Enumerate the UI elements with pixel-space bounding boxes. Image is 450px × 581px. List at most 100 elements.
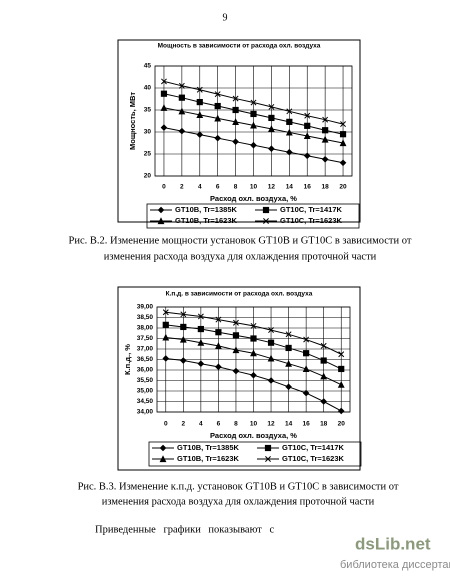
marker <box>286 108 293 115</box>
legend-marker <box>157 206 165 214</box>
marker <box>160 104 168 111</box>
watermark-tagline: библиотека диссертаций <box>340 559 450 571</box>
marker <box>178 127 186 135</box>
y-tick-label: 39,00 <box>137 304 154 311</box>
y-tick-label: 30 <box>144 129 152 136</box>
y-tick-label: 38,50 <box>137 314 154 321</box>
marker <box>232 138 239 145</box>
marker <box>215 363 222 371</box>
marker <box>250 141 257 149</box>
marker <box>339 159 347 167</box>
legend-label: GT10B, Tr=1385K <box>177 443 239 452</box>
x-tick-label: 4 <box>199 421 203 428</box>
marker <box>285 331 292 338</box>
marker <box>302 365 310 373</box>
marker <box>302 389 310 397</box>
marker <box>267 377 275 384</box>
marker <box>178 107 186 115</box>
y-tick-label: 20 <box>144 173 152 180</box>
legend-label: GT10C, Tr=1623K <box>282 454 344 463</box>
body-text: Приведенные графики показывают с <box>95 524 275 535</box>
marker <box>232 367 240 375</box>
x-tick-label: 14 <box>286 184 294 191</box>
marker <box>180 357 187 364</box>
marker <box>162 309 169 316</box>
marker <box>160 124 168 131</box>
marker <box>196 131 204 138</box>
legend-marker <box>263 218 269 224</box>
y-tick-label: 25 <box>144 151 152 158</box>
caption: изменения расхода воздуха для охлаждения… <box>102 496 375 507</box>
marker <box>320 357 327 364</box>
legend-marker <box>265 456 271 462</box>
x-tick-label: 16 <box>304 184 312 191</box>
x-tick-label: 20 <box>339 184 347 191</box>
chart-title: К.п.д. в зависимости от расхода охл. воз… <box>166 291 313 298</box>
marker <box>268 114 275 122</box>
marker <box>304 122 311 129</box>
legend-marker <box>159 444 167 452</box>
marker <box>233 319 239 326</box>
y-tick-label: 34,50 <box>137 398 154 405</box>
marker <box>179 335 187 343</box>
marker <box>337 380 345 388</box>
legend-marker <box>264 444 272 452</box>
y-tick-label: 40 <box>144 85 152 92</box>
marker <box>268 103 275 110</box>
plot-area <box>156 306 351 413</box>
legend-label: GT10B, Tr=1623K <box>177 454 239 463</box>
marker <box>303 152 311 160</box>
x-tick-label: 10 <box>250 184 258 191</box>
legend-box <box>146 203 360 229</box>
x-tick-label: 18 <box>320 421 328 428</box>
marker <box>340 121 346 128</box>
x-tick-label: 4 <box>198 184 202 191</box>
marker <box>214 102 221 110</box>
x-tick-label: 14 <box>285 421 293 428</box>
marker <box>178 94 185 101</box>
marker <box>250 110 257 118</box>
x-tick-label: 12 <box>267 421 275 428</box>
x-tick-label: 8 <box>234 184 238 191</box>
marker <box>162 333 170 341</box>
caption: Рис. В.3. Изменение к.п.д. установок GT1… <box>78 481 399 492</box>
marker <box>250 121 257 129</box>
legend-label: GT10C, Tr=1417K <box>280 205 342 214</box>
marker <box>160 90 168 97</box>
marker <box>285 383 292 391</box>
x-tick-label: 2 <box>180 184 184 191</box>
y-tick-label: 38,00 <box>137 325 154 332</box>
marker <box>320 398 327 405</box>
legend-marker <box>157 217 165 225</box>
y-tick-label: 34,00 <box>137 409 154 416</box>
page-number: 9 <box>223 12 228 23</box>
legend-label: GT10B, Tr=1385K <box>175 205 237 214</box>
marker <box>250 371 257 379</box>
marker <box>215 316 222 323</box>
legend-box <box>148 441 362 467</box>
y-tick-label: 37,50 <box>137 335 154 342</box>
plot-area <box>154 65 353 177</box>
marker <box>322 127 329 134</box>
marker <box>268 145 275 153</box>
x-tick-label: 10 <box>250 421 258 428</box>
x-tick-label: 6 <box>217 421 221 428</box>
marker <box>285 359 292 367</box>
y-tick-label: 35 <box>144 107 152 114</box>
x-axis-title: Расход охл. воздуха, % <box>210 194 297 203</box>
marker <box>178 82 185 89</box>
marker <box>322 116 329 123</box>
marker <box>250 99 257 106</box>
y-axis-title: К.п.д., % <box>123 344 132 375</box>
y-tick-label: 37,00 <box>137 346 154 353</box>
marker <box>232 118 239 125</box>
marker <box>162 355 170 362</box>
marker <box>285 128 293 136</box>
x-tick-label: 16 <box>303 421 311 428</box>
marker <box>320 342 327 349</box>
marker <box>267 339 275 346</box>
watermark-logo: dsLib.net <box>355 534 431 553</box>
marker <box>268 125 275 133</box>
